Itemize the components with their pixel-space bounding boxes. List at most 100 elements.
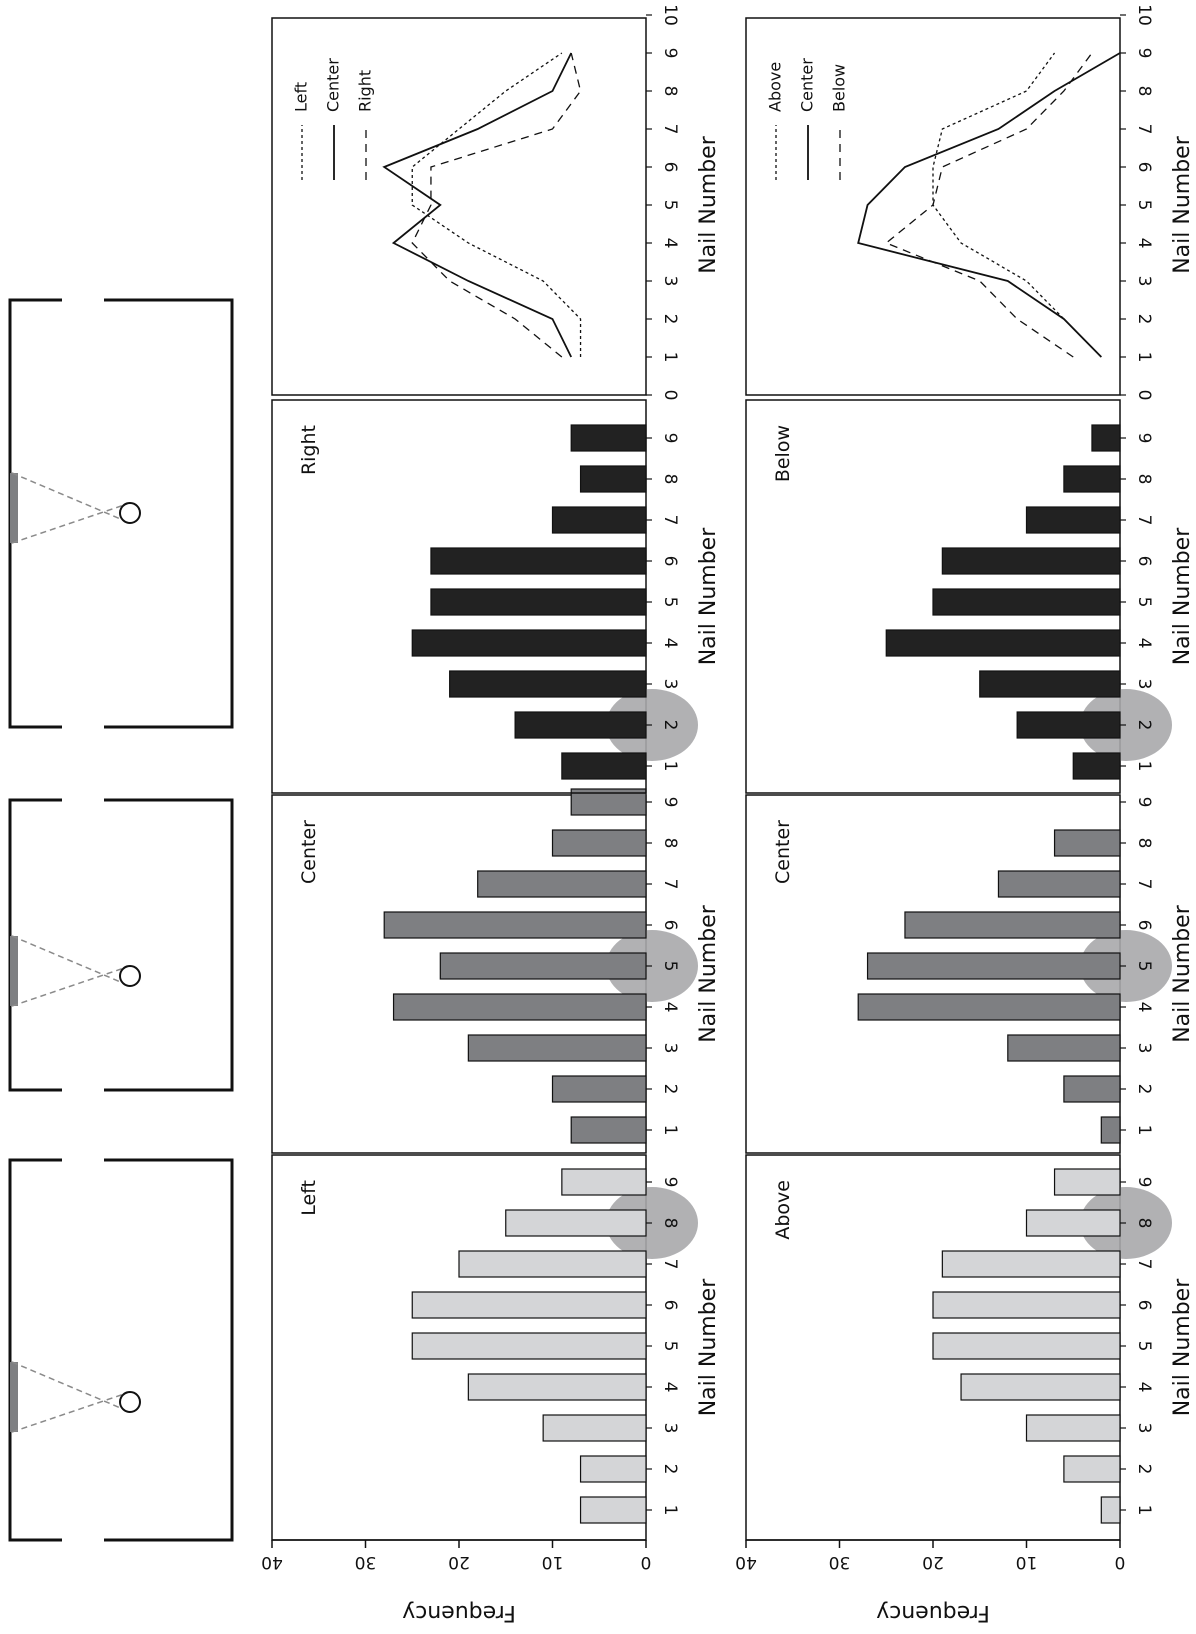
nail-tick-label: 9 bbox=[1134, 48, 1154, 59]
nail-tick-label: 4 bbox=[1134, 1002, 1154, 1013]
bar bbox=[866, 952, 1121, 980]
nail-tick-label: 10 bbox=[1134, 4, 1154, 26]
screen-segment bbox=[10, 1362, 18, 1432]
nail-tick-label: 3 bbox=[1134, 276, 1154, 287]
nail-tick-label: 2 bbox=[1134, 720, 1154, 731]
nail-tick-label: 9 bbox=[660, 797, 680, 808]
sight-line bbox=[11, 472, 131, 524]
bar bbox=[941, 547, 1121, 575]
nail-tick-label: 7 bbox=[1134, 124, 1154, 135]
nail-tick-label: 1 bbox=[1134, 761, 1154, 772]
nail-tick-label: 1 bbox=[660, 1125, 680, 1136]
nail-tick-label: 4 bbox=[660, 638, 680, 649]
nail-tick-label: 3 bbox=[660, 276, 680, 287]
sight-line bbox=[11, 935, 131, 987]
room-diagram-2 bbox=[8, 798, 234, 1092]
bar bbox=[941, 1250, 1121, 1278]
sight-line bbox=[11, 1391, 131, 1433]
bar bbox=[1025, 1414, 1121, 1442]
nail-tick-label: 8 bbox=[1134, 1218, 1154, 1229]
bar bbox=[1063, 1455, 1121, 1483]
nail-tick-label: 4 bbox=[1134, 238, 1154, 249]
bar bbox=[392, 993, 647, 1021]
sight-line bbox=[11, 1361, 131, 1413]
nail-tick-label: 3 bbox=[1134, 1423, 1154, 1434]
bar bbox=[449, 670, 647, 698]
nail-tick-label: 5 bbox=[1134, 597, 1154, 608]
nail-tick-label: 9 bbox=[660, 433, 680, 444]
nail-tick-label: 6 bbox=[660, 162, 680, 173]
bar bbox=[1025, 506, 1121, 534]
legend-label: Right bbox=[356, 70, 375, 112]
panel-label: Center bbox=[298, 820, 320, 884]
nail-tick-label: 0 bbox=[1134, 390, 1154, 401]
nail-tick-label: 9 bbox=[1134, 797, 1154, 808]
nail-tick-label: 5 bbox=[1134, 961, 1154, 972]
chart-panels: 010203040Frequency010203040Frequency1234… bbox=[261, 4, 1195, 1625]
bar bbox=[932, 1332, 1121, 1360]
nail-tick-label: 1 bbox=[1134, 352, 1154, 363]
bar bbox=[411, 629, 647, 657]
bar bbox=[505, 1209, 647, 1237]
nail-axis-label: Nail Number bbox=[696, 904, 721, 1042]
series-line-below bbox=[884, 52, 1093, 358]
nail-axis-label: Nail Number bbox=[1170, 904, 1195, 1042]
bar bbox=[579, 1455, 647, 1483]
nail-tick-label: 3 bbox=[1134, 679, 1154, 690]
nail-tick-label: 1 bbox=[660, 352, 680, 363]
nail-tick-label: 5 bbox=[660, 200, 680, 211]
nail-tick-label: 2 bbox=[660, 720, 680, 731]
nail-axis-label: Nail Number bbox=[696, 527, 721, 665]
bar-panel-below-2: 1 2 3 4 5 6 7 8 9 Below Nail Number bbox=[745, 399, 1195, 794]
bar bbox=[467, 1034, 647, 1062]
bar-panel-left-1: 1 2 3 4 5 6 7 8 9 Left Nail Number bbox=[271, 1154, 721, 1541]
nail-tick-label: 2 bbox=[1134, 314, 1154, 325]
bar bbox=[561, 1168, 647, 1196]
nail-tick-label: 1 bbox=[660, 1505, 680, 1516]
nail-tick-label: 6 bbox=[1134, 162, 1154, 173]
nail-tick-label: 3 bbox=[660, 679, 680, 690]
bar bbox=[1100, 1496, 1121, 1524]
nail-tick-label: 9 bbox=[1134, 1177, 1154, 1188]
bar-panel-above-2: 1 2 3 4 5 6 7 8 9 Above Nail Number bbox=[745, 1154, 1195, 1541]
frequency-tick-label: 20 bbox=[448, 1552, 470, 1572]
bar bbox=[1007, 1034, 1121, 1062]
screen-segment bbox=[10, 473, 18, 543]
bar bbox=[542, 1414, 647, 1442]
nail-tick-label: 7 bbox=[660, 879, 680, 890]
nail-axis-label: Nail Number bbox=[1170, 1278, 1195, 1416]
nail-tick-label: 5 bbox=[660, 961, 680, 972]
nail-axis-label: Nail Number bbox=[1170, 527, 1195, 665]
nail-tick-label: 10 bbox=[660, 4, 680, 26]
nail-tick-label: 7 bbox=[1134, 1259, 1154, 1270]
room-wall bbox=[8, 798, 234, 1092]
panel-label: Right bbox=[298, 425, 320, 475]
nail-tick-label: 4 bbox=[1134, 1382, 1154, 1393]
nail-tick-label: 2 bbox=[1134, 1084, 1154, 1095]
nail-tick-label: 5 bbox=[660, 1341, 680, 1352]
bar bbox=[1025, 1209, 1121, 1237]
bar bbox=[551, 1075, 647, 1103]
frequency-tick-label: 0 bbox=[641, 1552, 652, 1572]
sight-line bbox=[11, 502, 131, 544]
panel-label: Left bbox=[298, 1180, 320, 1216]
bar bbox=[430, 547, 647, 575]
bar bbox=[1053, 1168, 1121, 1196]
nail-tick-label: 6 bbox=[1134, 1300, 1154, 1311]
frequency-tick-label: 40 bbox=[261, 1552, 283, 1572]
nail-tick-label: 5 bbox=[1134, 200, 1154, 211]
nail-tick-label: 6 bbox=[660, 920, 680, 931]
nail-tick-label: 8 bbox=[660, 1218, 680, 1229]
frequency-tick-label: 30 bbox=[355, 1552, 377, 1572]
nail-tick-label: 9 bbox=[660, 48, 680, 59]
bar bbox=[1063, 1075, 1121, 1103]
bar bbox=[1053, 829, 1121, 857]
head-icon bbox=[119, 502, 141, 524]
frequency-axis-1: 0 10 20 30 40 Frequency bbox=[261, 1539, 652, 1625]
bar-panel-center-2: 1 2 3 4 5 6 7 8 9 Center Nail Number bbox=[745, 794, 1195, 1154]
bar bbox=[430, 588, 647, 616]
sight-line bbox=[11, 965, 131, 1007]
nail-tick-label: 4 bbox=[660, 1382, 680, 1393]
nail-tick-label: 2 bbox=[660, 314, 680, 325]
